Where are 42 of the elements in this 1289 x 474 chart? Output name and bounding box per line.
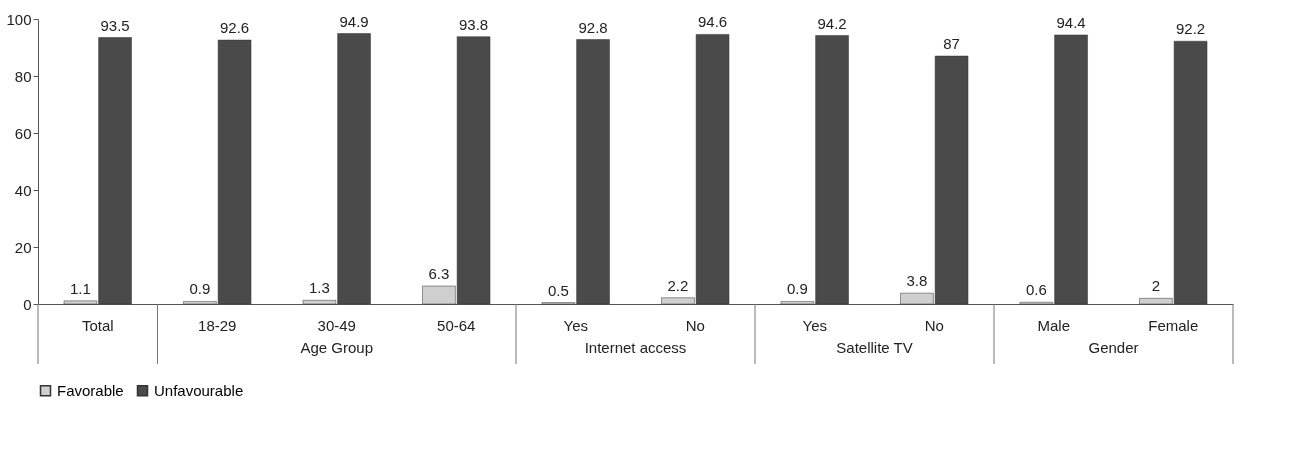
data-label: 2 [1151, 277, 1161, 295]
x-tick-label: No [924, 316, 944, 334]
data-label: 0.6 [1026, 281, 1047, 299]
text: Internet access [584, 339, 687, 356]
legend-label: Unfavourable [154, 381, 244, 399]
data-label: 93.5 [100, 16, 130, 34]
text: Satellite TV [836, 339, 913, 356]
data-label: 0.9 [189, 280, 211, 298]
x-tick-label: Yes [563, 316, 588, 334]
y-tick-label: 80 [14, 67, 32, 85]
data-label: 93.8 [458, 15, 489, 33]
data-label: 0.5 [548, 281, 569, 299]
y-tick-label: 60 [14, 124, 32, 142]
legend-label: Favorable [57, 381, 124, 399]
data-label: 94.9 [339, 12, 369, 30]
x-tick-label: Yes [802, 316, 827, 334]
data-label: 3.8 [906, 272, 928, 290]
x-tick-label: Male [1037, 316, 1071, 334]
x-tick-label: No [685, 316, 705, 334]
y-tick-label: 20 [14, 238, 32, 256]
data-label: 92.6 [219, 19, 250, 37]
data-label: 0.9 [787, 280, 808, 298]
x-tick-label: 50-64 [437, 316, 476, 334]
data-label: 94.6 [697, 13, 728, 31]
data-label: 2.2 [667, 276, 689, 294]
y-tick-label: 0 [23, 295, 32, 313]
data-label: 6.3 [428, 265, 450, 283]
data-label: 87 [943, 35, 960, 53]
x-tick-label: Female [1148, 316, 1199, 334]
data-label: 94.2 [817, 14, 847, 32]
y-tick-label: 100 [6, 10, 32, 28]
data-label: 1.3 [309, 279, 330, 297]
data-label: 1.1 [70, 279, 91, 297]
text: Age Group [300, 339, 374, 356]
text: Gender [1088, 339, 1139, 356]
x-tick-label: 18-29 [198, 316, 237, 334]
y-tick-label: 40 [14, 181, 32, 199]
data-label: 92.8 [578, 18, 608, 36]
x-tick-label: 30-49 [317, 316, 356, 334]
data-label: 94.4 [1056, 13, 1086, 31]
x-tick-label: Total [81, 316, 114, 334]
data-label: 92.2 [1175, 20, 1206, 38]
